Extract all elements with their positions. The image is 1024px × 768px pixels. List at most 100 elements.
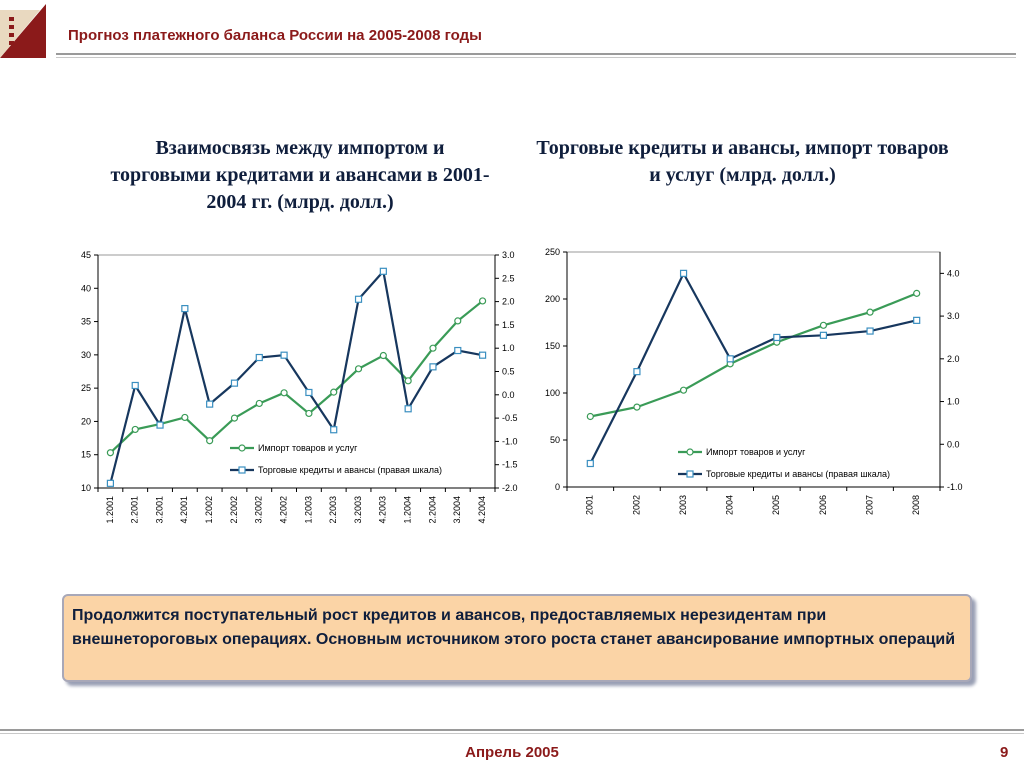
footer-date: Апрель 2005 (465, 744, 559, 761)
point-import (181, 413, 189, 422)
y-tick-label-left: 30 (81, 350, 91, 360)
x-tick-label: 2004 (725, 495, 735, 515)
point-credit (181, 304, 189, 313)
x-tick-label: 2.2003 (328, 496, 338, 524)
x-tick-label: 3.2004 (452, 496, 462, 524)
y-tick-label-left: 20 (81, 416, 91, 426)
y-tick-label-left: 50 (550, 435, 560, 445)
y-tick-label-right: 4.0 (947, 268, 960, 278)
point-credit (206, 400, 214, 408)
page-number: 9 (1000, 744, 1009, 761)
x-tick-label: 2003 (678, 495, 688, 515)
legend-marker (238, 444, 246, 452)
y-tick-label-right: 1.5 (502, 320, 515, 330)
x-tick-label: 1.2002 (204, 496, 214, 524)
point-credit (131, 381, 139, 390)
x-tick-label: 2.2002 (229, 496, 239, 524)
footer-rule-thin (0, 733, 1024, 734)
x-tick-label: 1.2001 (105, 496, 115, 524)
x-tick-label: 2006 (818, 495, 828, 515)
series-line-credit (109, 268, 483, 484)
point-import (305, 409, 313, 418)
y-tick-label-right: -1.0 (502, 436, 518, 446)
y-tick-label-right: 2.0 (947, 354, 960, 364)
x-tick-label: 1.2003 (303, 496, 313, 524)
y-tick-label-left: 10 (81, 483, 91, 493)
x-tick-label: 2001 (585, 495, 595, 515)
y-tick-label-left: 25 (81, 383, 91, 393)
point-credit (156, 421, 164, 429)
page-title: Прогноз платежного баланса России на 200… (68, 27, 482, 44)
point-credit (106, 479, 115, 487)
point-credit (354, 295, 363, 303)
y-tick-label-right: 0.5 (502, 367, 515, 377)
x-tick-label: 3.2001 (154, 496, 164, 524)
legend-marker (686, 448, 694, 456)
legend-marker (686, 470, 694, 478)
y-tick-label-left: 45 (81, 250, 91, 260)
point-credit (478, 351, 487, 359)
point-credit (454, 346, 462, 355)
point-credit (819, 331, 828, 339)
point-credit (280, 351, 288, 359)
point-import (354, 365, 363, 373)
y-tick-label-right: 3.0 (947, 311, 960, 321)
x-tick-label: 2.2004 (427, 496, 437, 524)
header-rule (56, 53, 1016, 55)
y-tick-label-left: 150 (545, 341, 560, 351)
point-import (866, 308, 874, 316)
point-import (429, 344, 437, 352)
x-tick-label: 4.2004 (477, 496, 487, 524)
x-tick-label: 2005 (771, 495, 781, 515)
x-tick-label: 1.2004 (403, 496, 413, 524)
y-tick-label-right: 2.0 (502, 297, 515, 307)
legend-label: Торговые кредиты и авансы (правая шкала) (706, 469, 890, 479)
x-tick-label: 2008 (911, 495, 921, 515)
x-tick-label: 3.2003 (353, 496, 363, 524)
x-tick-label: 2002 (631, 495, 641, 515)
point-import (633, 403, 641, 411)
y-tick-label-left: 40 (81, 283, 91, 293)
x-tick-label: 4.2002 (278, 496, 288, 524)
x-tick-label: 2007 (864, 495, 874, 515)
footer-rule (0, 729, 1024, 731)
y-tick-label-left: 35 (81, 317, 91, 327)
y-tick-label-right: 3.0 (502, 250, 515, 260)
point-import (454, 317, 462, 325)
point-import (478, 297, 487, 305)
y-tick-label-right: 0.0 (502, 390, 515, 400)
point-credit (255, 353, 263, 362)
point-credit (633, 368, 641, 376)
point-credit (726, 355, 734, 363)
point-import (586, 412, 594, 421)
y-tick-label-right: 2.5 (502, 273, 515, 283)
logo (0, 4, 46, 58)
point-credit (866, 327, 874, 335)
x-tick-label: 4.2003 (378, 496, 388, 524)
y-tick-label-right: -1.0 (947, 482, 963, 492)
point-import (404, 377, 412, 385)
plot-area (566, 251, 941, 488)
plot-area (97, 254, 496, 489)
y-tick-label-right: 1.0 (502, 343, 515, 353)
series-line-import (109, 300, 484, 454)
point-credit (586, 459, 594, 468)
chart-left-title: Взаимосвязь между импортом и торговыми к… (110, 137, 490, 213)
header-rule-thin (56, 57, 1016, 58)
legend-label: Импорт товаров и услуг (706, 447, 806, 457)
point-credit (330, 426, 338, 434)
point-credit (404, 405, 412, 413)
y-tick-label-right: -2.0 (502, 483, 518, 493)
note-text: Продолжится поступательный рост кредитов… (72, 607, 956, 648)
point-credit (379, 267, 387, 275)
point-credit (773, 333, 781, 342)
point-import (379, 351, 387, 360)
point-import (131, 425, 139, 434)
y-tick-label-left: 15 (81, 450, 91, 460)
x-tick-label: 4.2001 (179, 496, 189, 524)
chart-right-title: Торговые кредиты и авансы, импорт товаро… (536, 137, 949, 186)
y-tick-label-right: 1.0 (947, 397, 960, 407)
y-tick-label-left: 0 (555, 482, 560, 492)
